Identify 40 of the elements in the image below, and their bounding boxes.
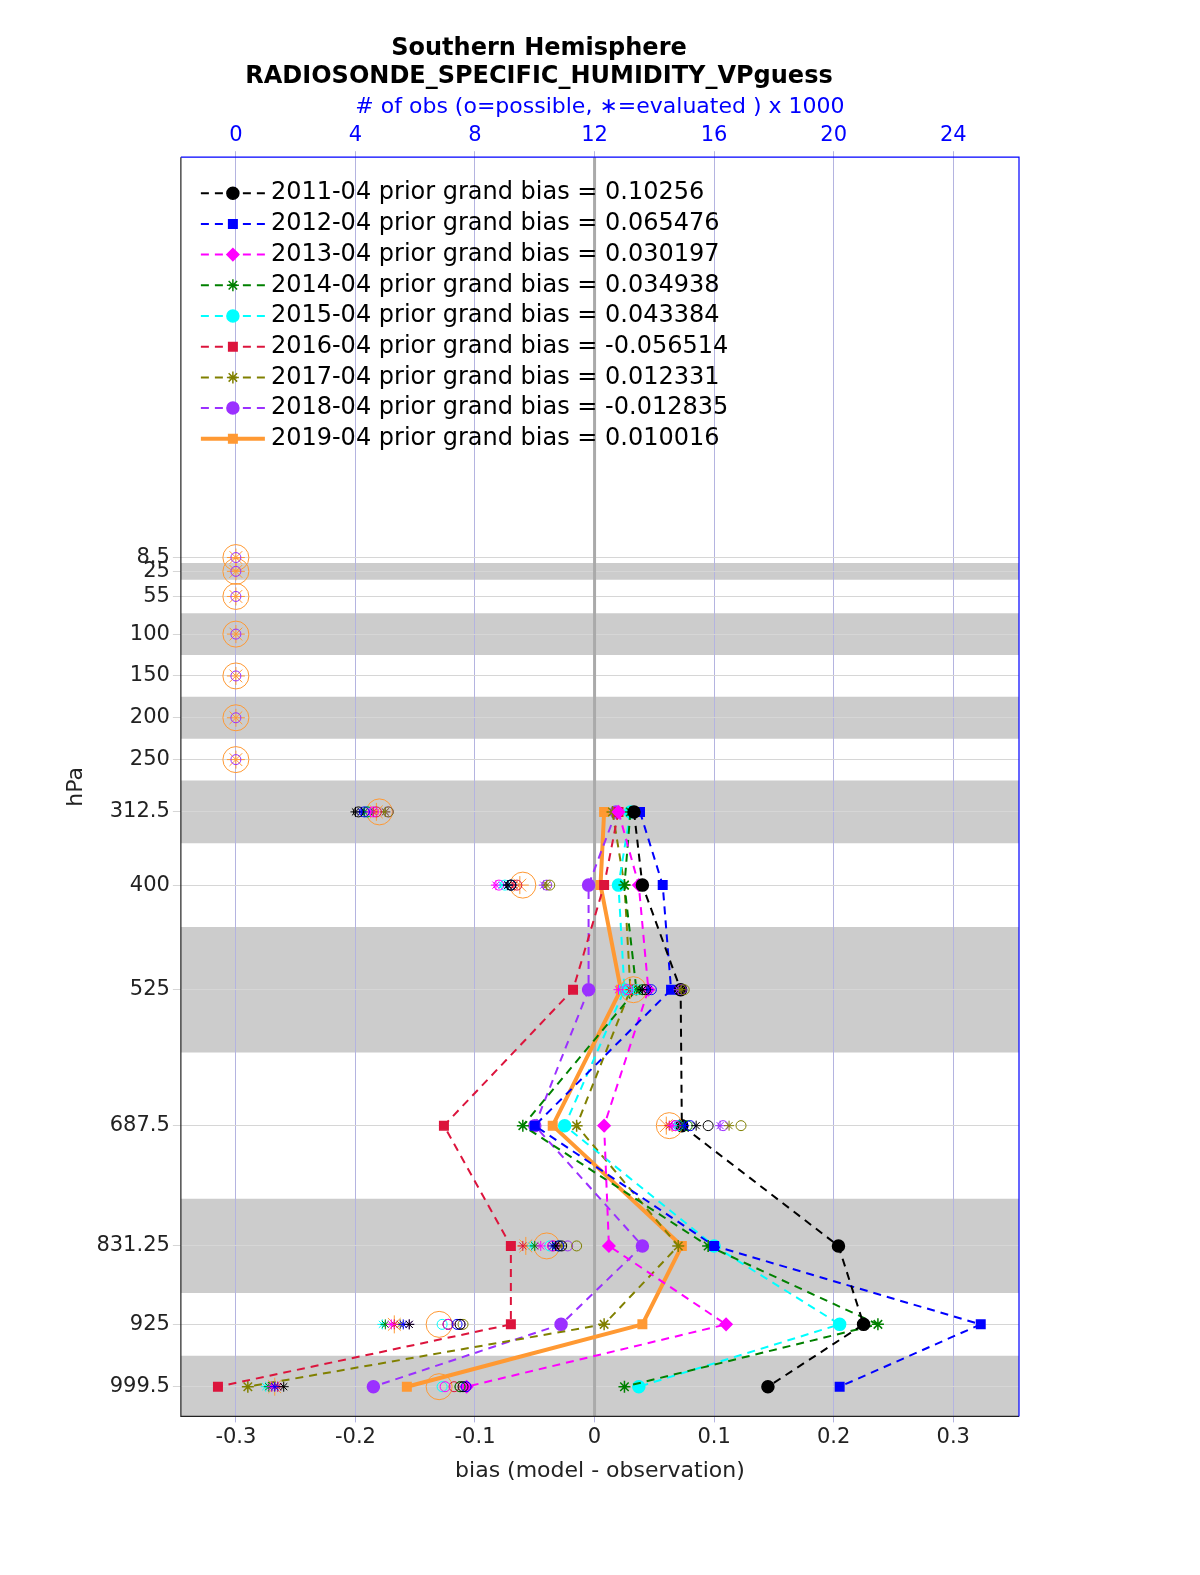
x-tick-label: 0.2 (816, 1424, 851, 1449)
y-tick-label: 687.5 (109, 1112, 170, 1137)
y-tick-label: 312.5 (109, 798, 170, 823)
x2-tick-label: 16 (700, 122, 728, 147)
chart-subtitle: RADIOSONDE_SPECIFIC_HUMIDITY_VPguess (245, 61, 833, 90)
y-tick-label: 55 (143, 582, 170, 607)
x2-tick-label: 24 (939, 122, 967, 147)
y-tick-label: 200 (129, 704, 170, 729)
legend-label: 2016-04 prior grand bias = -0.056514 (270, 330, 729, 359)
legend-label: 2013-04 prior grand bias = 0.030197 (270, 238, 720, 267)
legend-label: 2017-04 prior grand bias = 0.012331 (270, 361, 720, 390)
y-tick-label: 250 (129, 746, 170, 771)
legend-label: 2015-04 prior grand bias = 0.043384 (270, 300, 720, 329)
y-tick-label: 100 (129, 620, 170, 645)
legend-label: 2018-04 prior grand bias = -0.012835 (270, 392, 729, 421)
x-tick-label: 0 (587, 1424, 602, 1449)
y-tick-label: 525 (129, 976, 170, 1001)
legend-label: 2012-04 prior grand bias = 0.065476 (270, 208, 720, 237)
legend-label: 2011-04 prior grand bias = 0.10256 (270, 177, 705, 206)
legend-label: 2019-04 prior grand bias = 0.010016 (270, 423, 720, 452)
chart-title: Southern Hemisphere (391, 32, 687, 61)
x-tick-label: -0.3 (215, 1424, 257, 1449)
y-axis-title: hPa (61, 766, 87, 807)
x-tick-label: -0.2 (334, 1424, 376, 1449)
y-tick-label: 150 (129, 662, 170, 687)
x-tick-label: 0.3 (936, 1424, 970, 1449)
y-tick-label: 400 (129, 871, 170, 896)
x-axis-title: bias (model - observation) (455, 1456, 745, 1482)
x2-tick-label: 20 (820, 122, 848, 147)
x2-tick-label: 8 (468, 122, 482, 147)
x2-tick-label: 4 (348, 122, 363, 147)
x2-tick-label: 0 (229, 122, 243, 147)
y-tick-label: 925 (129, 1310, 170, 1335)
y-tick-label: 999.5 (109, 1373, 170, 1398)
x-tick-label: 0.1 (697, 1424, 731, 1449)
y-tick-label: 831.25 (96, 1232, 170, 1257)
x2-axis-title: # of obs (o=possible, ∗=evaluated ) x 1000 (355, 92, 845, 118)
legend-label: 2014-04 prior grand bias = 0.034938 (270, 269, 720, 298)
x-tick-label: -0.1 (454, 1424, 496, 1449)
x2-tick-label: 12 (581, 122, 608, 147)
